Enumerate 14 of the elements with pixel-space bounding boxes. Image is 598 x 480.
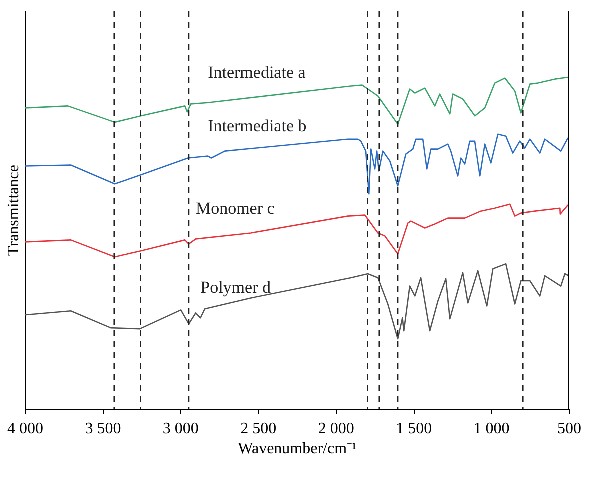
x-tick-label: 1 000 — [474, 420, 510, 438]
y-axis-title: Transmittance — [6, 165, 22, 256]
series-label: Monomer c — [196, 199, 276, 218]
series-label: Intermediate a — [208, 62, 306, 82]
x-tick-label: 1 500 — [396, 420, 432, 438]
x-tick-label: 2 000 — [318, 420, 354, 438]
series-label: Polymer d — [200, 278, 272, 298]
series-label: Intermediate b — [208, 116, 307, 136]
x-tick-label: 2 500 — [240, 420, 277, 438]
x-tick-label: 3 500 — [85, 420, 122, 438]
x-tick-label: 3 000 — [162, 420, 199, 438]
x-tick-label: 500 — [558, 420, 582, 438]
x-axis-title: Wavenumber/cm⁻¹ — [238, 440, 358, 458]
x-tick-label: 4 000 — [8, 420, 44, 438]
